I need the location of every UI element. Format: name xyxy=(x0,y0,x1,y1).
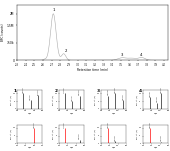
Text: 2: 2 xyxy=(65,49,67,53)
Y-axis label: BPC (counts): BPC (counts) xyxy=(2,24,5,41)
Text: 4: 4 xyxy=(139,89,142,93)
Text: 1: 1 xyxy=(52,8,55,12)
X-axis label: m/z: m/z xyxy=(154,112,158,114)
X-axis label: m/z: m/z xyxy=(70,146,74,148)
Y-axis label: Rel. Int. (%): Rel. Int. (%) xyxy=(136,129,138,139)
Text: 595.1651: 595.1651 xyxy=(79,133,80,139)
Text: 465.1028: 465.1028 xyxy=(115,134,116,141)
Text: 3: 3 xyxy=(121,53,124,57)
Text: 303.0498: 303.0498 xyxy=(107,89,108,95)
Text: 1: 1 xyxy=(13,89,16,93)
Text: 3: 3 xyxy=(97,89,100,93)
X-axis label: m/z: m/z xyxy=(154,146,158,148)
Text: 449.1080: 449.1080 xyxy=(30,93,31,100)
Text: 465.1028: 465.1028 xyxy=(115,87,116,93)
X-axis label: m/z: m/z xyxy=(112,146,116,148)
Y-axis label: Rel. Int. (%): Rel. Int. (%) xyxy=(52,95,54,105)
Y-axis label: Rel. Int. (%): Rel. Int. (%) xyxy=(94,129,96,139)
Text: 465.1028: 465.1028 xyxy=(157,96,158,102)
Text: 271.0600: 271.0600 xyxy=(64,87,65,93)
Y-axis label: Rel. Int. (%): Rel. Int. (%) xyxy=(52,129,54,139)
X-axis label: Retention time (min): Retention time (min) xyxy=(77,68,108,72)
Text: 611.1601: 611.1601 xyxy=(38,88,39,95)
Text: 551.1028: 551.1028 xyxy=(161,135,162,141)
Text: 595.1651: 595.1651 xyxy=(79,89,80,95)
Y-axis label: Rel. Int. (%): Rel. Int. (%) xyxy=(136,95,138,105)
Text: 303.0498: 303.0498 xyxy=(149,121,150,128)
Y-axis label: Rel. Int. (%): Rel. Int. (%) xyxy=(10,95,12,105)
Text: 627.1549: 627.1549 xyxy=(122,93,123,100)
Text: 551.1028: 551.1028 xyxy=(161,87,162,93)
Text: 287.0549: 287.0549 xyxy=(34,121,35,128)
Y-axis label: Rel. Int. (%): Rel. Int. (%) xyxy=(10,129,12,139)
Text: 303.0498: 303.0498 xyxy=(149,90,150,97)
Y-axis label: Rel. Int. (%): Rel. Int. (%) xyxy=(94,95,96,105)
X-axis label: m/z: m/z xyxy=(112,112,116,114)
X-axis label: m/z: m/z xyxy=(28,146,32,148)
X-axis label: m/z: m/z xyxy=(70,112,74,114)
Text: 4: 4 xyxy=(140,53,143,57)
Text: 433.1130: 433.1130 xyxy=(72,94,73,101)
Text: 303.0498: 303.0498 xyxy=(107,121,108,128)
Text: 287.0549: 287.0549 xyxy=(23,87,24,93)
Text: 271.0600: 271.0600 xyxy=(64,121,65,128)
X-axis label: m/z: m/z xyxy=(28,112,32,114)
Text: 2: 2 xyxy=(55,89,58,93)
